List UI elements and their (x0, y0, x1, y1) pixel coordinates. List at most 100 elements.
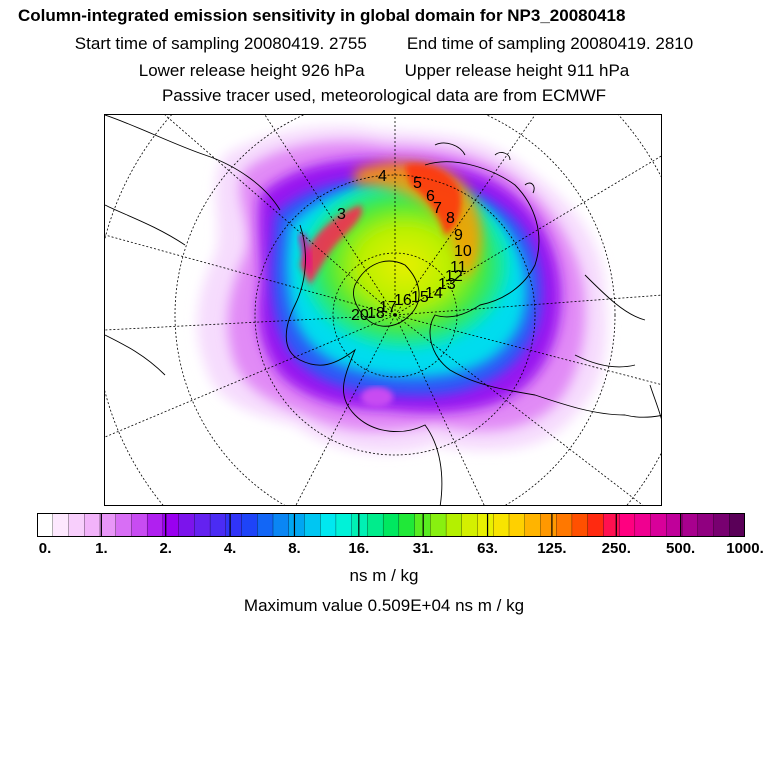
colorbar-cell (115, 513, 132, 537)
colorbar-tick: 125. (537, 540, 567, 557)
colorbar-cell (68, 513, 85, 537)
traj-label-5: 5 (413, 175, 422, 192)
traj-label-9: 9 (454, 227, 463, 244)
upper-release-height: Upper release height 911 hPa (404, 61, 630, 80)
colorbar-cell (650, 513, 667, 537)
colorbar-cell (445, 513, 463, 537)
colorbar-tick: 8. (288, 540, 301, 557)
traj-label-12: 12 (445, 268, 463, 285)
colorbar-tick: 1000. (726, 540, 764, 557)
colorbar-cell (587, 513, 604, 537)
colorbar-tick: 4. (223, 540, 237, 557)
end-time-label: End time of sampling 20080419. 2810 (406, 34, 694, 53)
colorbar-cell (382, 513, 400, 537)
meridian (105, 314, 396, 438)
colorbar-cell (320, 513, 337, 537)
colorbar-tick: 0. (38, 540, 52, 557)
colorbar-cell (603, 513, 620, 537)
traj-label-14: 14 (425, 285, 443, 302)
colorbar-frame (37, 513, 745, 537)
sampling-time-line: Start time of sampling 20080419. 2755 End… (0, 34, 768, 54)
trajectory-labels: 3 4 5 6 7 8 9 10 11 12 13 14 15 16 17 18… (337, 168, 472, 324)
graticule (105, 115, 661, 505)
colorbar-tick: 250. (601, 540, 631, 557)
field-red-hotspot (405, 163, 462, 235)
colorbar-cell (508, 513, 526, 537)
colorbar-cell (729, 513, 745, 537)
traj-label-20: 20 (351, 307, 369, 324)
colorbar-cell (304, 513, 321, 537)
colorbar-tick: 500. (666, 540, 696, 557)
colorbar-cell (146, 513, 164, 537)
release-height-line: Lower release height 926 hPa Upper releas… (0, 61, 768, 81)
meridian (394, 314, 644, 505)
traj-label-13: 13 (438, 276, 456, 293)
colorbar-cell (618, 513, 636, 537)
start-time-label: Start time of sampling 20080419. 2755 (74, 34, 367, 53)
colorbar-tick: 31. (412, 540, 434, 557)
colorbar-tick: 2. (159, 540, 172, 557)
colorbar-tick-labels: 0. 1. 2. 4. 8. 16. 31. 63. 125. 250. 500… (0, 540, 768, 560)
traj-label-3: 3 (337, 206, 346, 223)
traj-label-6: 6 (426, 188, 435, 205)
traj-label-16: 16 (394, 292, 412, 309)
colorbar-cell (209, 513, 227, 537)
plot-title: Column-integrated emission sensitivity i… (18, 6, 626, 25)
meridian (394, 155, 661, 316)
traj-label-18: 18 (367, 305, 385, 322)
colorbar-cell (556, 513, 573, 537)
colorbar-cell (178, 513, 195, 537)
colorbar-cell (257, 513, 274, 537)
meridian (295, 314, 396, 505)
colorbar-cell (335, 513, 353, 537)
bering-coast (105, 115, 281, 211)
colorbar-cell (713, 513, 730, 537)
field-magenta-coast (298, 233, 312, 275)
colorbar-cell (430, 513, 447, 537)
lat-circle-80 (332, 252, 458, 378)
meridian (394, 294, 661, 316)
colorbar-cell (351, 513, 368, 537)
greenland-coast (352, 260, 420, 327)
colorbar-cell (288, 513, 306, 537)
colorbar-major-dividers (100, 513, 682, 537)
traj-label-10: 10 (454, 243, 472, 260)
lower-release-height: Lower release height 926 hPa (138, 61, 365, 80)
colorbar-cell (540, 513, 557, 537)
traj-label-15: 15 (411, 289, 429, 306)
meridian (105, 314, 396, 331)
colorbar-cell (367, 513, 384, 537)
tracer-info: Passive tracer used, meteorological data… (161, 86, 607, 105)
lat-circle-70 (254, 174, 536, 456)
field-red-band-west (300, 205, 363, 285)
colorbar-cells (37, 513, 745, 537)
colorbar-cell (225, 513, 243, 537)
traj-label-4: 4 (378, 168, 387, 185)
colorbar-cell (84, 513, 101, 537)
traj-label-7: 7 (433, 200, 442, 217)
colorbar-cell (493, 513, 510, 537)
colorbar-cell (461, 513, 479, 537)
field-purple-spot (361, 387, 393, 407)
colorbar-tick: 1. (95, 540, 108, 557)
colorbar-cell (634, 513, 652, 537)
north-america-coast (285, 224, 443, 505)
lat-circle-60 (174, 115, 616, 505)
polar-map: 3 4 5 6 7 8 9 10 11 12 13 14 15 16 17 18… (104, 114, 662, 506)
map-svg: 3 4 5 6 7 8 9 10 11 12 13 14 15 16 17 18… (105, 115, 661, 505)
colorbar-cell (37, 513, 54, 537)
traj-label-11: 11 (450, 259, 467, 276)
colorbar-cell (571, 513, 589, 537)
maximum-value-label: Maximum value 0.509E+04 ns m / kg (243, 596, 525, 615)
colorbar-cell (241, 513, 258, 537)
colorbar-cell (131, 513, 148, 537)
eurasia-coast (424, 161, 661, 418)
meridian (394, 115, 536, 316)
east-asia-coast (574, 274, 661, 419)
colorbar-cell (524, 513, 542, 537)
colorbar-cell (477, 513, 494, 537)
colorbar-tick: 16. (348, 540, 370, 557)
traj-label-8: 8 (446, 210, 455, 227)
coastlines (105, 115, 661, 505)
colorbar-cell (99, 513, 117, 537)
